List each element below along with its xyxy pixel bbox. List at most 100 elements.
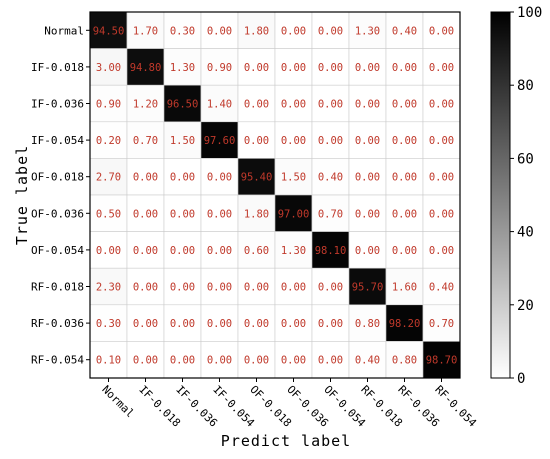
cell-value-label: 0.00 <box>355 135 380 147</box>
heatmap-cell <box>311 231 350 269</box>
heatmap-cell <box>274 267 313 306</box>
cell-value-label: 0.00 <box>207 172 232 184</box>
cell-value-label: 0.70 <box>133 135 158 147</box>
x-tick-label: Normal <box>99 383 136 420</box>
cell-value-label: 0.00 <box>133 355 158 367</box>
cell-value-label: 95.40 <box>241 172 273 184</box>
colorbar <box>490 11 511 379</box>
cell-value-label: 0.00 <box>133 318 158 330</box>
heatmap-cell <box>274 231 313 269</box>
heatmap-cell <box>126 11 165 49</box>
cell-value-label: 0.00 <box>170 245 195 257</box>
plot-frame <box>89 11 461 379</box>
cell-value-label: 0.00 <box>355 62 380 74</box>
cell-value-label: 0.00 <box>318 318 343 330</box>
heatmap-cell <box>311 341 350 379</box>
heatmap-cell <box>274 194 313 232</box>
heatmap-cell <box>163 194 202 232</box>
cell-value-label: 0.80 <box>355 318 380 330</box>
cell-value-label: 0.00 <box>429 99 454 111</box>
heatmap-cells: 94.50 1.70 0.30 0.00 1.80 0.00 0.00 1.30 0.40 0.0… <box>89 11 461 379</box>
cell-value-label: 0.00 <box>207 318 232 330</box>
cell-value-label: 0.60 <box>244 245 269 257</box>
x-tick-labels: Normal IF-0.018IF-0.036IF-0.054OF-0.018OF… <box>99 378 479 430</box>
cell-value-label: 0.00 <box>392 172 417 184</box>
heatmap-cell <box>385 341 424 379</box>
heatmap-cell <box>348 231 387 269</box>
cell-value-label: 0.00 <box>429 25 454 37</box>
y-tick-label: IF-0.054 <box>31 134 84 147</box>
heatmap-cell <box>163 158 202 196</box>
heatmap-cell <box>348 11 387 49</box>
heatmap-cell <box>200 304 239 342</box>
heatmap-cell <box>385 121 424 159</box>
cell-value-label: 98.20 <box>389 318 421 330</box>
cell-value-label: 0.00 <box>207 25 232 37</box>
heatmap-cell <box>237 158 276 196</box>
heatmap-cell <box>311 84 350 123</box>
heatmap-cell <box>348 158 387 196</box>
cell-value-label: 0.00 <box>355 172 380 184</box>
heatmap-cell <box>163 84 202 123</box>
heatmap-cell <box>385 231 424 269</box>
heatmap-cell <box>200 231 239 269</box>
cell-value-label: 1.20 <box>133 99 158 111</box>
cell-value-label: 96.50 <box>167 99 199 111</box>
heatmap-cell <box>89 84 128 123</box>
cell-value-label: 0.50 <box>96 208 121 220</box>
heatmap-cell <box>237 84 276 123</box>
cell-value-label: 0.00 <box>281 99 306 111</box>
cell-value-label: 1.30 <box>170 62 195 74</box>
heatmap-cell <box>385 158 424 196</box>
heatmap-cell <box>200 48 239 86</box>
cell-value-label: 0.00 <box>318 282 343 294</box>
colorbar-tick-label: 60 <box>517 151 534 167</box>
heatmap-cell <box>237 341 276 379</box>
colorbar-tick-label: 20 <box>517 298 534 314</box>
cell-value-label: 0.00 <box>207 208 232 220</box>
cell-value-label: 0.00 <box>170 355 195 367</box>
heatmap-cell <box>422 341 461 379</box>
heatmap-cell <box>422 231 461 269</box>
cell-value-label: 0.00 <box>170 208 195 220</box>
cell-value-label: 1.40 <box>207 99 232 111</box>
colorbar-tick-label: 0 <box>517 371 525 387</box>
cell-value-label: 98.70 <box>426 355 458 367</box>
cell-value-label: 0.70 <box>318 208 343 220</box>
cell-value-label: 0.00 <box>244 62 269 74</box>
cell-value-label: 0.00 <box>429 245 454 257</box>
heatmap-cell <box>126 304 165 342</box>
cell-value-label: 1.30 <box>281 245 306 257</box>
heatmap-cell <box>385 304 424 342</box>
y-tick-label: OF-0.018 <box>31 171 84 184</box>
heatmap-cell <box>89 231 128 269</box>
heatmap-cell <box>385 84 424 123</box>
cell-value-label: 0.00 <box>133 282 158 294</box>
cell-value-label: 0.00 <box>207 245 232 257</box>
heatmap-cell <box>274 48 313 86</box>
y-tick-label: OF-0.054 <box>31 244 84 257</box>
colorbar-tick-label: 40 <box>517 225 534 241</box>
cell-value-label: 0.00 <box>392 245 417 257</box>
cell-value-label: 0.00 <box>318 135 343 147</box>
heatmap-cell <box>385 194 424 232</box>
cell-value-label: 0.40 <box>429 282 454 294</box>
cell-value-label: 2.70 <box>96 172 121 184</box>
cell-value-label: 0.00 <box>244 282 269 294</box>
cell-value-label: 0.00 <box>318 355 343 367</box>
colorbar-tick-label: 80 <box>517 78 534 94</box>
heatmap-cell <box>274 121 313 159</box>
cell-value-label: 0.00 <box>281 318 306 330</box>
cell-value-label: 0.40 <box>318 172 343 184</box>
cell-value-label: 0.90 <box>96 99 121 111</box>
cell-value-label: 0.00 <box>392 62 417 74</box>
heatmap-cell <box>237 267 276 306</box>
cell-value-label: 0.00 <box>355 245 380 257</box>
heatmap-cell <box>348 48 387 86</box>
heatmap-cell <box>422 48 461 86</box>
cell-value-label: 0.10 <box>96 355 121 367</box>
y-tick-label: Normal <box>44 24 84 37</box>
cell-value-label: 0.00 <box>244 355 269 367</box>
